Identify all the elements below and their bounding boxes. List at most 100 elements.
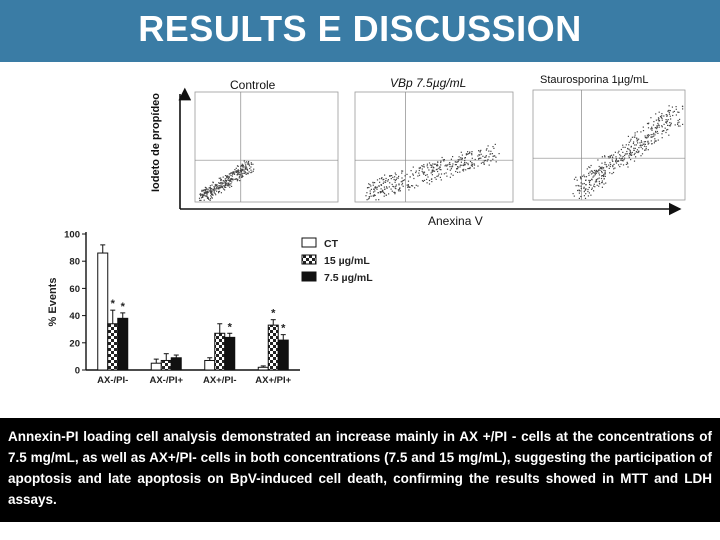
flow-event-dot (373, 194, 375, 196)
flow-event-dot (580, 187, 582, 189)
flow-event-dot (376, 179, 379, 181)
flow-event-dot (614, 151, 616, 153)
flow-event-dot (456, 161, 458, 163)
flow-event-dot (577, 184, 579, 187)
flow-event-dot (639, 145, 641, 147)
flow-event-dot (595, 171, 597, 173)
flow-event-dot (479, 151, 481, 153)
bar-2-1 (214, 332, 226, 371)
flow-event-dot (452, 163, 454, 165)
flow-event-dot (417, 185, 419, 187)
flow-event-dot (657, 117, 660, 119)
flow-event-dot (409, 176, 411, 178)
flow-event-dot (646, 136, 648, 138)
flow-event-dot (578, 190, 580, 192)
flow-event-dot (245, 168, 247, 171)
flow-event-dot (247, 173, 249, 175)
flow-event-dot (455, 170, 457, 173)
flow-event-dot (418, 172, 420, 174)
flow-event-dot (437, 161, 439, 163)
flow-event-dot (584, 189, 586, 191)
flow-event-dot (603, 175, 605, 178)
flow-event-dot (618, 164, 620, 166)
flow-y-axis-label: Iodeto de propídeo (150, 93, 162, 192)
flow-event-dot (634, 132, 636, 134)
flow-event-dot (589, 166, 591, 169)
flow-event-dot (412, 173, 414, 175)
flow-event-dot (479, 150, 481, 152)
flow-event-dot (419, 166, 421, 169)
flow-event-dot (488, 156, 490, 158)
flow-event-dot (422, 165, 424, 168)
flow-event-dot (224, 189, 226, 191)
flow-event-dot (395, 185, 397, 187)
flow-event-dot (380, 184, 382, 186)
flow-event-dot (435, 169, 437, 171)
flow-event-dot (605, 164, 607, 166)
flow-event-dot (215, 185, 217, 187)
flow-event-dot (585, 188, 587, 190)
flow-event-dot (610, 163, 612, 166)
flow-event-dot (583, 195, 585, 197)
flow-event-dot (206, 190, 208, 192)
flow-event-dot (471, 163, 473, 165)
flow-event-dot (449, 166, 451, 168)
flow-event-dot (674, 124, 676, 126)
flow-event-dot (580, 195, 582, 198)
flow-event-dot (246, 163, 248, 165)
flow-event-dot (421, 170, 423, 172)
flow-event-dot (624, 157, 626, 159)
flow-event-dot (647, 123, 649, 125)
flow-event-dot (226, 184, 228, 186)
flow-event-dot (250, 169, 252, 171)
flow-event-dot (647, 149, 649, 151)
flow-event-dot (585, 193, 587, 195)
flow-event-dot (231, 175, 233, 177)
flow-event-dot (385, 186, 388, 188)
flow-event-dot (401, 182, 404, 184)
flow-event-dot (430, 164, 432, 166)
flow-event-dot (459, 158, 461, 160)
flow-event-dot (604, 175, 606, 177)
flow-event-dot (647, 140, 649, 142)
flow-event-dot (677, 125, 680, 127)
flow-event-dot (229, 173, 231, 175)
flow-event-dot (624, 146, 626, 148)
flow-event-dot (370, 185, 372, 187)
flow-event-dot (470, 164, 472, 166)
flow-event-dot (457, 171, 459, 173)
flow-event-dot (240, 170, 242, 172)
flow-event-dot (240, 173, 242, 175)
flow-event-dot (229, 184, 231, 186)
flow-event-dot (373, 191, 375, 193)
flow-event-dot (633, 136, 635, 138)
flow-event-dot (237, 169, 239, 171)
flow-event-dot (383, 186, 385, 188)
flow-event-dot (457, 159, 459, 161)
flow-event-dot (461, 157, 463, 159)
flow-event-dot (382, 191, 384, 193)
flow-event-dot (661, 126, 663, 128)
flow-x-axis-label: Anexina V (428, 214, 483, 228)
flow-event-dot (615, 161, 617, 163)
flow-event-dot (471, 164, 474, 166)
flow-event-dot (423, 171, 425, 173)
flow-event-dot (202, 189, 205, 191)
flow-event-dot (433, 170, 435, 172)
flow-event-dot (601, 180, 603, 182)
flow-event-dot (638, 150, 640, 152)
flow-event-dot (630, 145, 632, 147)
flow-event-dot (626, 150, 628, 153)
flow-event-dot (609, 162, 611, 164)
category-label: AX-/PI+ (149, 375, 183, 386)
flow-event-dot (669, 115, 671, 117)
flow-event-dot (394, 181, 396, 183)
flow-event-dot (203, 192, 205, 194)
flow-event-dot (228, 184, 230, 186)
flow-event-dot (376, 188, 378, 190)
flow-event-dot (404, 175, 406, 177)
flow-event-dot (593, 171, 595, 174)
flow-event-dot (635, 156, 637, 158)
flow-panel-label-0: Controle (230, 78, 276, 92)
category-label: AX+/PI+ (255, 375, 291, 386)
